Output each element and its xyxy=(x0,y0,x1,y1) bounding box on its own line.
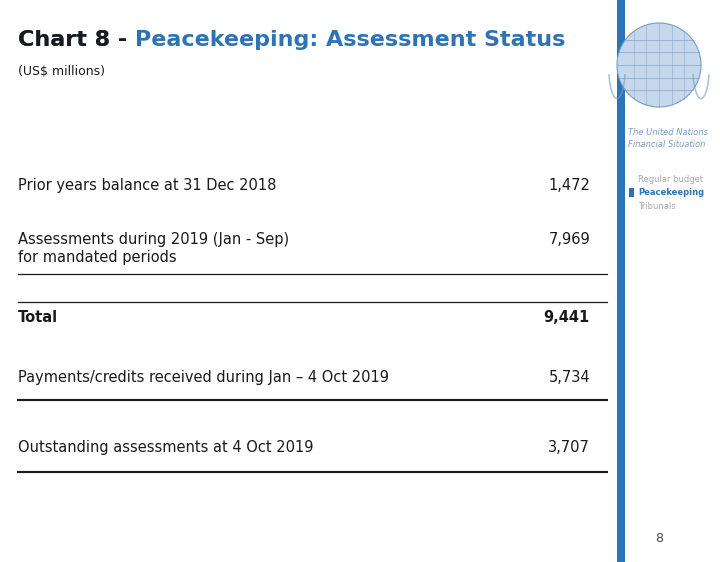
Text: 8: 8 xyxy=(655,532,663,545)
Text: for mandated periods: for mandated periods xyxy=(18,250,176,265)
Bar xyxy=(629,188,634,197)
Text: Chart 8 -: Chart 8 - xyxy=(18,30,135,50)
Text: 7,969: 7,969 xyxy=(548,232,590,247)
Text: Prior years balance at 31 Dec 2018: Prior years balance at 31 Dec 2018 xyxy=(18,178,276,193)
Text: Assessments during 2019 (Jan - Sep): Assessments during 2019 (Jan - Sep) xyxy=(18,232,289,247)
Text: Tribunals: Tribunals xyxy=(638,202,675,211)
Text: The United Nations: The United Nations xyxy=(628,128,708,137)
Text: 1,472: 1,472 xyxy=(548,178,590,193)
Bar xyxy=(617,0,625,562)
Text: 9,441: 9,441 xyxy=(544,310,590,325)
Text: Regular budget: Regular budget xyxy=(638,175,703,184)
Text: Outstanding assessments at 4 Oct 2019: Outstanding assessments at 4 Oct 2019 xyxy=(18,440,313,455)
Text: 5,734: 5,734 xyxy=(549,370,590,385)
Text: Payments/credits received during Jan – 4 Oct 2019: Payments/credits received during Jan – 4… xyxy=(18,370,389,385)
Text: (US$ millions): (US$ millions) xyxy=(18,65,105,78)
Text: Financial Situation: Financial Situation xyxy=(628,140,706,149)
Circle shape xyxy=(617,23,701,107)
Text: Peacekeeping: Peacekeeping xyxy=(638,188,704,197)
Text: 3,707: 3,707 xyxy=(548,440,590,455)
Text: Total: Total xyxy=(18,310,58,325)
Text: Chart 8 - Peacekeeping: Assessment Status: Chart 8 - Peacekeeping: Assessment Statu… xyxy=(18,30,565,50)
